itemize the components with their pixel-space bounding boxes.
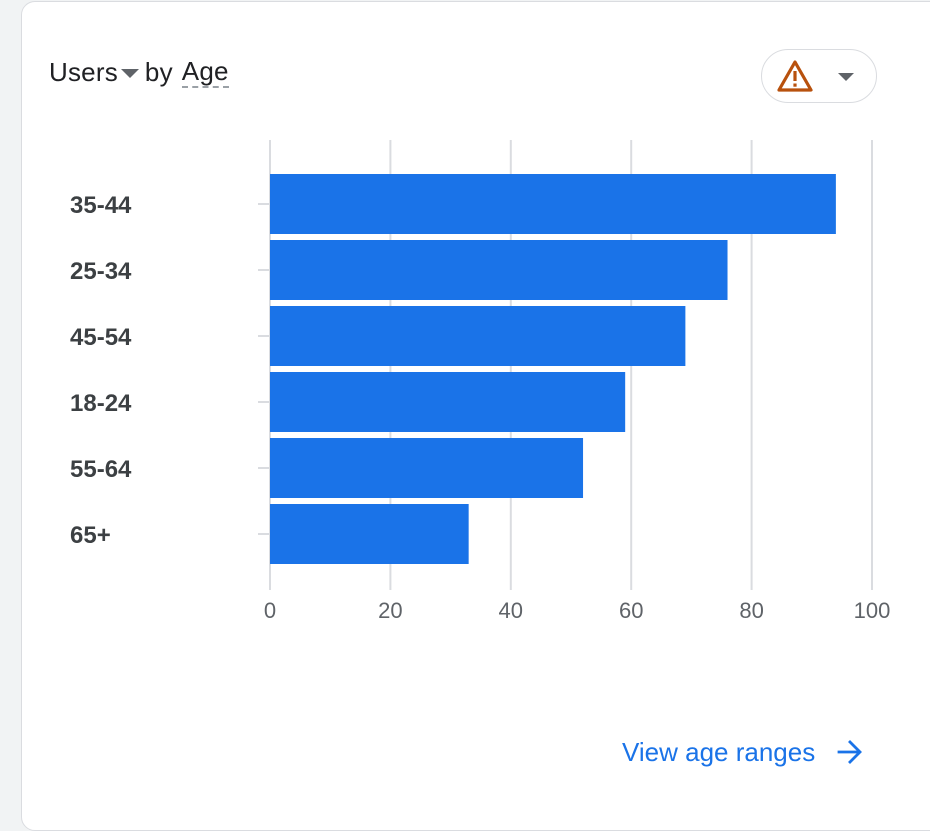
data-quality-menu-button[interactable]	[761, 49, 877, 103]
bar	[270, 240, 728, 300]
caret-down-icon	[120, 68, 139, 78]
metric-selector[interactable]: Users	[49, 57, 139, 88]
bar	[270, 438, 584, 498]
bar	[270, 372, 626, 432]
x-tick-label: 100	[854, 598, 891, 623]
bar	[270, 174, 836, 234]
warning-icon	[777, 60, 813, 92]
bar	[270, 504, 469, 564]
metric-label: Users	[49, 56, 118, 87]
x-tick-label: 0	[264, 598, 276, 623]
bar-chart: 0 20 40 60 80 100 35-44 25-34 45-54 18-24 55-64 65+	[70, 140, 891, 623]
bar	[270, 306, 686, 366]
view-age-ranges-link[interactable]: View age ranges	[622, 730, 863, 774]
x-tick-label: 80	[739, 598, 763, 623]
y-tick-label: 35-44	[70, 192, 132, 219]
x-tick-label: 60	[619, 598, 643, 623]
card-title: Users by Age	[49, 52, 229, 92]
chevron-down-icon	[838, 73, 854, 81]
y-tick-label: 25-34	[70, 258, 132, 285]
y-tick-label: 65+	[70, 522, 111, 549]
y-tick-label: 55-64	[70, 456, 132, 483]
by-label: by	[144, 56, 173, 87]
x-tick-label: 40	[499, 598, 523, 623]
arrow-right-icon	[837, 740, 863, 764]
y-tick-label: 45-54	[70, 324, 132, 351]
dimension-selector[interactable]: Age	[181, 56, 229, 88]
x-tick-label: 20	[378, 598, 402, 623]
view-age-ranges-label: View age ranges	[622, 736, 816, 767]
y-tick-label: 18-24	[70, 390, 132, 417]
